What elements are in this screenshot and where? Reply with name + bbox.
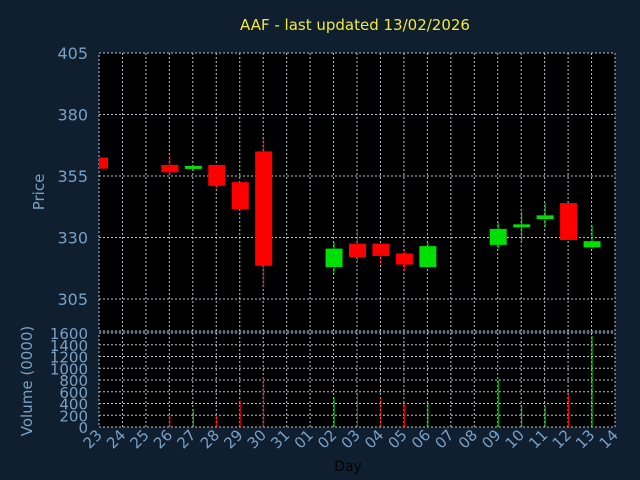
- candle: [161, 156, 179, 175]
- x-tick-label: 09: [478, 426, 504, 452]
- candle-body: [255, 151, 273, 266]
- candle: [231, 182, 249, 211]
- candle-body: [184, 165, 202, 169]
- x-tick-label: 06: [408, 426, 434, 452]
- x-tick-label: 24: [103, 426, 129, 452]
- price-plot-area: [99, 53, 615, 331]
- volume-y-tick-label: 0: [78, 419, 88, 437]
- candle: [536, 203, 554, 228]
- price-y-tick-label: 380: [57, 106, 88, 125]
- x-tick-label: 10: [502, 426, 528, 452]
- candle-body: [489, 228, 507, 245]
- candle: [372, 243, 390, 266]
- candle-body: [372, 243, 390, 256]
- volume-y-tick-label: 1000: [50, 360, 88, 378]
- candle-body: [325, 248, 343, 268]
- x-tick-label: 29: [220, 426, 246, 452]
- x-tick-label: 12: [549, 426, 575, 452]
- x-tick-labels: 2324252627282930310102030405060708091011…: [80, 426, 622, 452]
- candle: [99, 157, 108, 169]
- volume-y-tick-label: 400: [59, 396, 88, 414]
- candle-body: [419, 246, 437, 268]
- volume-y-tick-label: 1200: [50, 349, 88, 367]
- volume-bars: [169, 335, 593, 427]
- x-tick-label: 27: [173, 426, 199, 452]
- price-y-tick-label: 405: [57, 44, 88, 63]
- candle-body: [161, 164, 179, 173]
- x-tick-label: 02: [314, 426, 340, 452]
- x-tick-label: 31: [267, 426, 293, 452]
- chart-title: AAF - last updated 13/02/2026: [240, 16, 470, 34]
- candle: [255, 139, 273, 287]
- x-tick-label: 01: [291, 426, 317, 452]
- x-tick-label: 08: [455, 426, 481, 452]
- volume-y-tick-label: 800: [59, 372, 88, 390]
- x-tick-label: 28: [197, 426, 223, 452]
- volume-y-tick-label: 600: [59, 384, 88, 402]
- price-y-tick-label: 355: [57, 167, 88, 186]
- x-tick-label: 11: [525, 426, 551, 452]
- x-tick-label: 25: [127, 426, 153, 452]
- volume-y-tick-label: 1400: [50, 337, 88, 355]
- candles: [99, 139, 601, 287]
- candle: [184, 164, 202, 172]
- candle-body: [583, 241, 601, 248]
- x-tick-label: 04: [361, 426, 387, 452]
- x-tick-label: 05: [385, 426, 411, 452]
- volume-y-tick-label: 200: [59, 407, 88, 425]
- x-tick-label: 03: [338, 426, 364, 452]
- candle-body: [231, 182, 249, 210]
- x-axis-label: Day: [334, 459, 362, 475]
- candle-body: [395, 253, 413, 265]
- x-tick-label: 13: [572, 426, 598, 452]
- x-tick-label: 30: [244, 426, 270, 452]
- x-tick-label: 14: [596, 426, 622, 452]
- volume-y-tick-label: 1600: [50, 325, 88, 343]
- candle-body: [208, 164, 226, 186]
- candle-body: [560, 203, 578, 240]
- x-tick-label: 26: [150, 426, 176, 452]
- price-y-tick-label: 330: [57, 229, 88, 248]
- candle: [419, 242, 437, 269]
- candle: [349, 230, 366, 263]
- candle: [560, 203, 578, 240]
- candle: [489, 222, 507, 249]
- volume-axis-label: Volume (0000): [18, 326, 36, 436]
- candle-body: [536, 215, 554, 220]
- price-grid: [98, 52, 616, 332]
- price-y-tick-label: 305: [57, 290, 88, 309]
- x-tick-label: 07: [431, 426, 457, 452]
- candle-body: [513, 224, 531, 228]
- candle: [513, 211, 531, 242]
- candle-body: [349, 243, 366, 258]
- candle-body: [99, 157, 108, 169]
- candle: [583, 225, 601, 249]
- candle: [325, 242, 343, 274]
- price-panel-border: [98, 52, 616, 332]
- price-y-tick-labels: 305 330 355 380 405: [57, 44, 88, 309]
- price-axis-label: Price: [30, 174, 48, 211]
- candle: [395, 251, 413, 271]
- candle: [208, 164, 226, 189]
